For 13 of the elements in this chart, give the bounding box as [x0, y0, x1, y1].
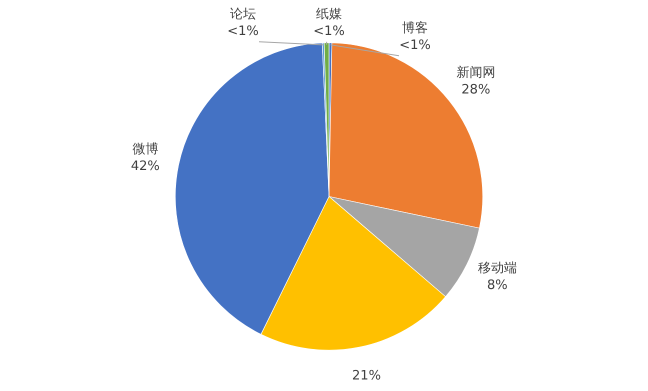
- data-label: 21%: [352, 368, 381, 384]
- slice-label: 博客: [402, 20, 428, 36]
- slice-label: 纸媒: [316, 7, 342, 22]
- data-label: 8%: [486, 278, 508, 294]
- data-label: 28%: [461, 82, 490, 98]
- slice-label: 微博: [132, 142, 158, 158]
- slice-label: 新闻网: [456, 65, 496, 80]
- data-label: <1%: [313, 24, 345, 40]
- data-label: <1%: [399, 38, 431, 54]
- data-label: 42%: [130, 159, 160, 174]
- slice-label: 移动端: [478, 261, 517, 276]
- slice-label: 论坛: [230, 7, 256, 22]
- data-label: <1%: [227, 24, 259, 40]
